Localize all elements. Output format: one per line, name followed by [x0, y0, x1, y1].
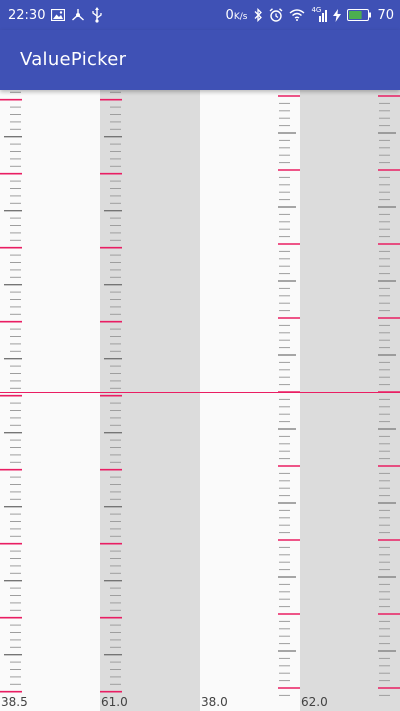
network-type: 4G — [311, 5, 322, 14]
bluetooth-icon — [253, 8, 263, 22]
usb-icon — [91, 7, 103, 23]
app-bar: ValuePicker — [0, 30, 400, 90]
ruler-scale[interactable] — [0, 90, 100, 711]
usb-share-icon — [71, 8, 85, 22]
signal-4g-icon: 4G — [311, 5, 328, 22]
battery-icon — [347, 9, 372, 21]
charging-icon — [333, 8, 342, 22]
network-speed: 0K/s — [225, 7, 248, 23]
value-picker-3[interactable]: 38.0 — [200, 90, 300, 711]
alarm-icon — [269, 8, 283, 22]
status-time: 22:30 — [8, 7, 46, 23]
value-picker-4[interactable]: 62.0 — [300, 90, 400, 711]
value-picker-2[interactable]: 61.0 — [100, 90, 200, 711]
image-icon — [51, 9, 66, 21]
value-picker-1[interactable]: 38.5 — [0, 90, 100, 711]
status-bar: 22:30 0K/s 4G 70 — [0, 0, 400, 30]
picker-value-1: 38.5 — [1, 695, 28, 709]
picker-value-3: 38.0 — [201, 695, 228, 709]
app-title: ValuePicker — [20, 49, 127, 70]
picker-value-4: 62.0 — [301, 695, 328, 709]
ruler-scale[interactable] — [300, 90, 400, 711]
wifi-icon — [289, 9, 305, 21]
value-pickers: 38.5 61.0 38.0 62.0 — [0, 90, 400, 711]
selection-indicator-line — [0, 392, 400, 393]
battery-level: 70 — [377, 7, 394, 23]
picker-value-2: 61.0 — [101, 695, 128, 709]
ruler-scale[interactable] — [200, 90, 300, 711]
ruler-scale[interactable] — [100, 90, 200, 711]
